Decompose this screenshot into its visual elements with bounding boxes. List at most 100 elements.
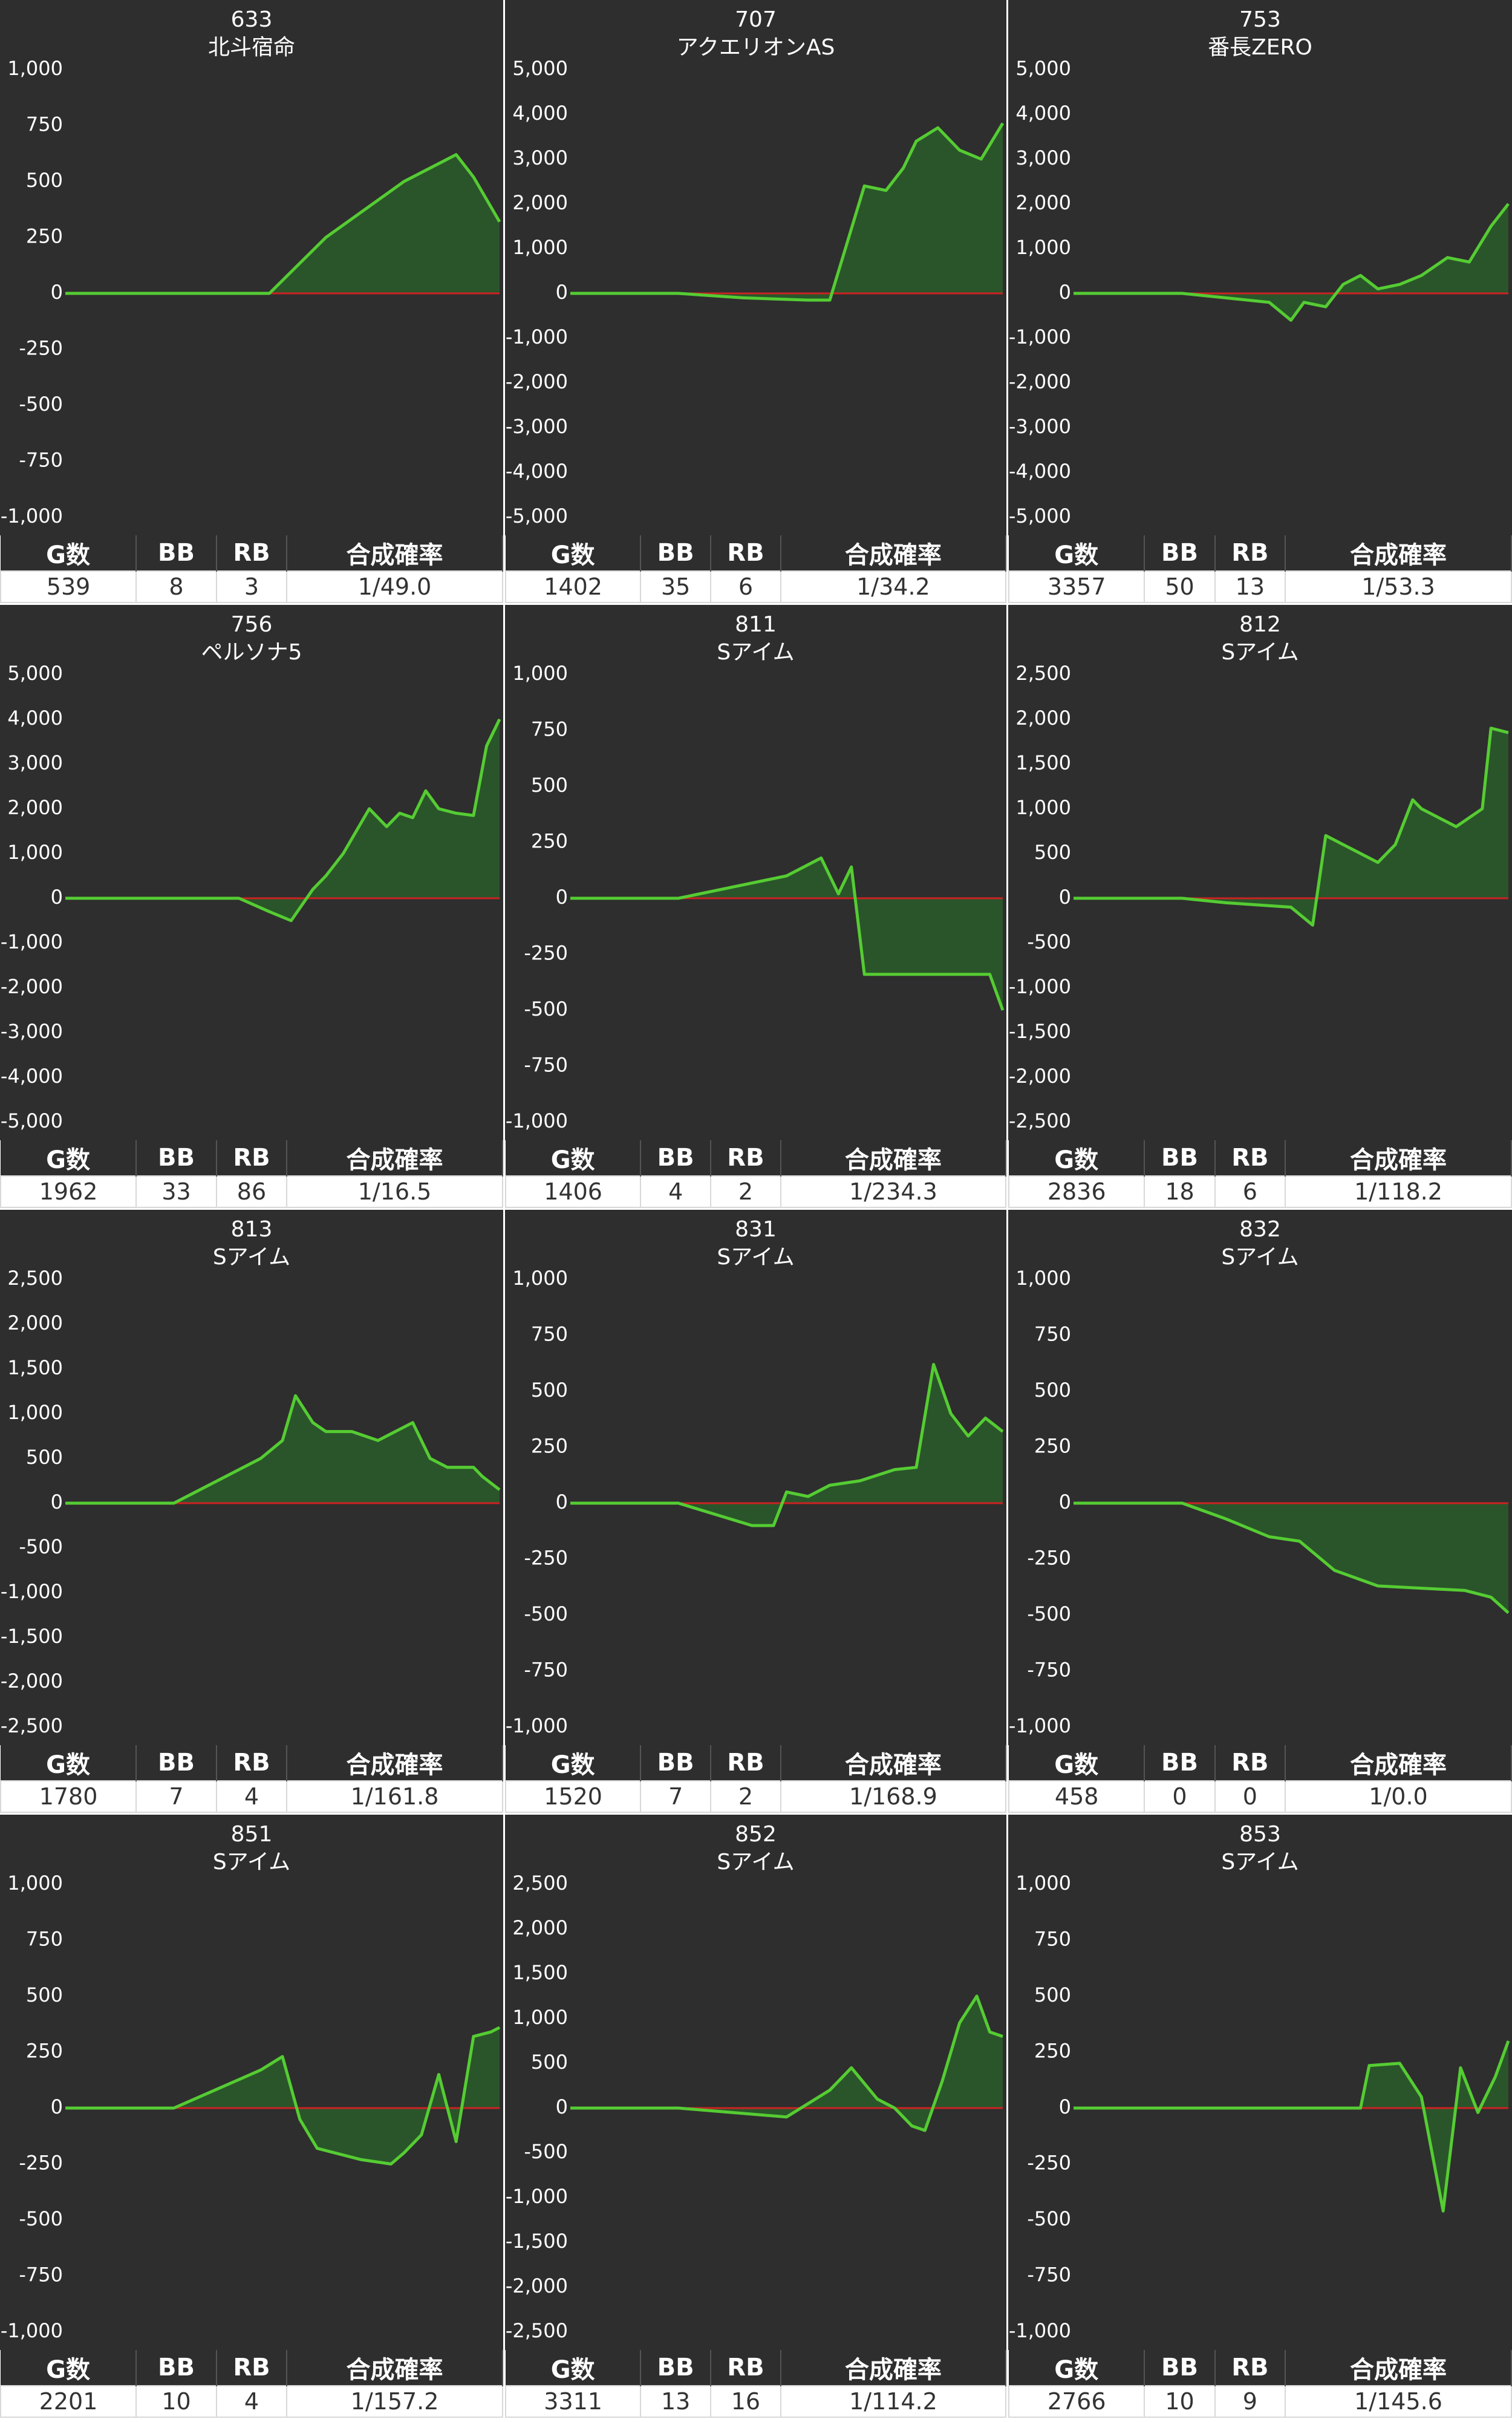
slump-chart: 812 Sアイム 2,500 2,000 1,500 1,000 500 0 -500 -1,00…: [1009, 612, 1509, 1132]
y-tick-label: 0: [556, 1490, 568, 1513]
y-tick-label: 2,000: [512, 191, 568, 214]
header-games: G数: [1009, 2350, 1145, 2386]
y-tick-label: 5,000: [512, 57, 568, 80]
y-tick-label: 5,000: [7, 662, 63, 685]
bb-value: 33: [135, 1175, 217, 1208]
y-tick-label: 0: [1059, 2095, 1071, 2118]
y-tick-label: 0: [1059, 281, 1071, 304]
y-tick-label: 750: [26, 1928, 63, 1951]
rb-value: 13: [1214, 570, 1286, 603]
area-fill: [65, 2027, 500, 2164]
y-tick-label: -750: [524, 1659, 568, 1682]
games-value: 539: [0, 570, 137, 603]
y-tick-label: -500: [19, 393, 63, 416]
header-bb: BB: [136, 535, 217, 571]
machine-number: 811: [735, 612, 777, 637]
rb-value: 86: [215, 1175, 288, 1208]
header-rate: 合成確率: [1285, 2350, 1512, 2386]
y-tick-label: 0: [51, 2095, 63, 2118]
bb-value: 50: [1144, 570, 1216, 603]
machine-panel: 853 Sアイム 1,000 750 500 250 0 -250 -500 -750 -1,000…: [1008, 1815, 1512, 2420]
y-tick-label: 500: [531, 774, 568, 797]
games-value: 1520: [504, 1780, 642, 1813]
y-tick-label: 750: [1034, 1928, 1071, 1951]
games-value: 1962: [0, 1175, 137, 1208]
y-tick-label: -750: [19, 2264, 63, 2287]
y-tick-label: 1,500: [512, 1961, 568, 1984]
y-tick-label: -1,000: [1009, 325, 1071, 348]
stats-table: G数 BB RB 合成確率 539 8 3 1/49.0: [0, 535, 503, 603]
machine-name: Sアイム: [717, 640, 794, 665]
y-tick-label: -1,000: [1009, 975, 1071, 998]
rate-value: 1/234.3: [780, 1175, 1007, 1208]
y-tick-label: 0: [1059, 886, 1071, 909]
rate-value: 1/161.8: [286, 1780, 503, 1813]
y-tick-label: 4,000: [512, 102, 568, 125]
bb-value: 18: [1144, 1175, 1216, 1208]
games-value: 2201: [0, 2385, 137, 2418]
header-bb: BB: [1144, 535, 1216, 571]
header-rate: 合成確率: [1285, 1140, 1512, 1176]
rb-value: 2: [710, 1175, 781, 1208]
bb-value: 10: [1144, 2385, 1216, 2418]
machine-panel: 832 Sアイム 1,000 750 500 250 0 -250 -500 -750 -1,000…: [1008, 1210, 1512, 1815]
stats-table: G数 BB RB 合成確率 1962 33 86 1/16.5: [0, 1140, 503, 1208]
y-tick-label: 1,000: [512, 662, 568, 685]
y-tick-label: 4,000: [1015, 102, 1071, 125]
chart-area: 831 Sアイム 1,000 750 500 250 0 -250 -500 -750 -1,000: [505, 1210, 1006, 1745]
header-rb: RB: [1214, 535, 1286, 571]
slump-chart: 852 Sアイム 2,500 2,000 1,500 1,000 500 0 -500 -1,00…: [506, 1822, 1003, 2342]
y-tick-label: 0: [1059, 1490, 1071, 1513]
y-tick-label: 2,000: [1015, 191, 1071, 214]
y-tick-label: 4,000: [7, 707, 63, 730]
rate-value: 1/145.6: [1285, 2385, 1512, 2418]
header-bb: BB: [136, 1140, 217, 1176]
y-tick-label: 3,000: [7, 751, 63, 774]
bb-value: 0: [1144, 1780, 1216, 1813]
y-tick-label: -1,000: [506, 325, 568, 348]
y-tick-label: -2,000: [1009, 1065, 1071, 1088]
y-tick-label: -4,000: [1, 1065, 63, 1088]
stats-table: G数 BB RB 合成確率 3357 50 13 1/53.3: [1008, 535, 1512, 603]
y-tick-label: 500: [26, 1983, 63, 2006]
header-games: G数: [1009, 535, 1145, 571]
slump-chart: 832 Sアイム 1,000 750 500 250 0 -250 -500 -750 -1,000: [1009, 1217, 1510, 1737]
machine-number: 852: [735, 1822, 777, 1847]
y-tick-label: -5,000: [506, 504, 568, 527]
bb-value: 13: [640, 2385, 712, 2418]
y-tick-label: 1,000: [7, 1872, 63, 1895]
y-tick-label: 750: [531, 1323, 568, 1346]
rate-value: 1/53.3: [1285, 570, 1512, 603]
machine-number: 851: [231, 1822, 273, 1847]
bb-value: 35: [640, 570, 712, 603]
y-tick-label: 1,000: [512, 2006, 568, 2029]
machine-number: 853: [1239, 1822, 1281, 1847]
y-tick-label: 1,000: [1015, 1872, 1071, 1895]
y-tick-label: 5,000: [1015, 57, 1071, 80]
machine-panel: 831 Sアイム 1,000 750 500 250 0 -250 -500 -750 -1,000…: [504, 1210, 1007, 1815]
machine-panel: 707 アクエリオンAS 5,000 4,000 3,000 2,000 1,000 0 -1,…: [504, 0, 1007, 605]
machine-name: Sアイム: [213, 1245, 290, 1270]
header-rate: 合成確率: [287, 2350, 503, 2386]
header-games: G数: [1, 535, 137, 571]
y-tick-label: 1,000: [7, 57, 63, 80]
chart-area: 811 Sアイム 1,000 750 500 250 0 -250 -500 -750 -1,000: [505, 605, 1006, 1140]
data-series-line: [1074, 203, 1510, 322]
y-tick-label: -250: [524, 1547, 568, 1570]
rate-value: 1/34.2: [780, 570, 1007, 603]
y-tick-label: 2,000: [1015, 707, 1071, 730]
header-rb: RB: [1214, 1745, 1286, 1781]
chart-area: 707 アクエリオンAS 5,000 4,000 3,000 2,000 1,000 0 -1,…: [505, 0, 1006, 535]
y-tick-label: 0: [51, 886, 63, 909]
y-tick-label: 1,000: [7, 1401, 63, 1424]
slump-chart: 753 番長ZERO 5,000 4,000 3,000 2,000 1,000 0 -1,00…: [1009, 7, 1510, 527]
y-tick-label: -250: [19, 337, 63, 360]
header-rb: RB: [216, 2350, 288, 2386]
header-bb: BB: [1144, 1140, 1216, 1176]
header-games: G数: [506, 535, 642, 571]
y-tick-label: 1,000: [512, 236, 568, 259]
rb-value: 6: [710, 570, 781, 603]
area-fill: [570, 1996, 1003, 2130]
area-fill: [570, 123, 1003, 301]
header-bb: BB: [1144, 1745, 1216, 1781]
